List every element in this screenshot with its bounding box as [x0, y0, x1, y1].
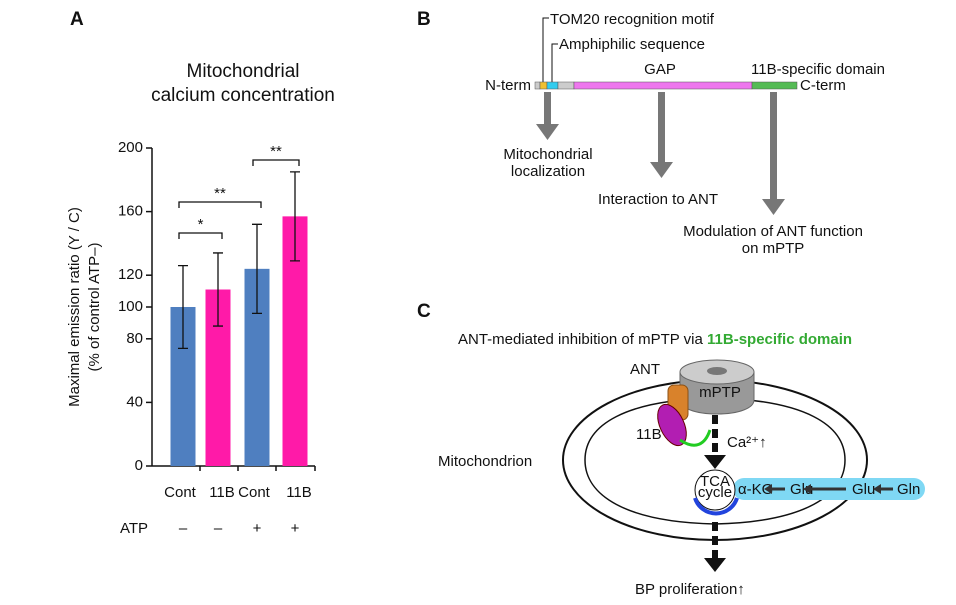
label: C-term	[800, 77, 846, 94]
label: TOM20 recognition motif	[550, 11, 715, 28]
domain	[679, 429, 712, 447]
arrowhead	[704, 558, 726, 572]
inner-membrane	[584, 397, 846, 525]
pointer	[542, 17, 558, 86]
label: GAP	[644, 61, 676, 78]
row-label: ATP	[120, 520, 148, 537]
title: ANT-mediated inhibition of mPTP via 11B-…	[458, 331, 852, 348]
error-bar	[252, 223, 262, 315]
error-bar	[290, 171, 300, 262]
label: BP proliferation↑	[635, 581, 745, 598]
x-tick-label: Cont	[164, 484, 197, 501]
row-value: +	[291, 520, 300, 537]
title-line: calcium concentration	[151, 85, 335, 106]
label: mPTP	[699, 384, 741, 401]
label: 11B-specific domain	[751, 61, 885, 78]
y-axis-label: Maximal emission ratio (Y / C) (% of cont…	[66, 207, 103, 407]
label: 11B	[636, 426, 662, 443]
segment	[557, 81, 575, 90]
panel-letter: C	[417, 301, 431, 322]
label: Mitochondrion	[438, 453, 532, 470]
tca	[694, 469, 736, 511]
y-tick-label: 0	[135, 457, 143, 474]
significance: **	[214, 185, 226, 202]
x-tick-label: Cont	[238, 484, 271, 501]
row-value: +	[253, 520, 262, 537]
label: Amphiphilic sequence	[559, 36, 705, 53]
label: Gln	[897, 481, 920, 498]
metabolites: α-KG Glu Glu Gln	[738, 481, 920, 498]
significance: *	[198, 216, 204, 233]
segment	[539, 81, 548, 90]
cycle-arrow	[693, 497, 739, 516]
row-value: –	[179, 520, 188, 537]
bracket	[178, 201, 262, 208]
chart-title: Mitochondrial calcium concentration	[151, 61, 335, 106]
y-tick-label: 160	[118, 203, 143, 220]
arrows	[536, 92, 785, 215]
label: α-KG	[738, 481, 773, 498]
label: Interaction to ANT	[598, 191, 718, 208]
y-tick-label: 40	[126, 393, 143, 410]
label: Ca²⁺↑	[727, 434, 767, 451]
error-bar	[213, 252, 223, 327]
label: N-term	[485, 77, 531, 94]
error-bar	[178, 265, 188, 349]
panel-letter: A	[70, 9, 84, 30]
panel-b: B TOM20 recognition motif Amphiphilic se…	[417, 9, 885, 257]
bracket	[178, 232, 223, 239]
segment	[751, 81, 798, 90]
label: TCA cycle	[698, 473, 732, 501]
label-line: Maximal emission ratio (Y / C)	[66, 207, 83, 407]
bracket	[252, 159, 300, 166]
title-line: Mitochondrial	[187, 61, 300, 82]
segment	[534, 81, 541, 90]
arrowhead	[704, 455, 726, 469]
y-tick-label: 200	[118, 139, 143, 156]
y-tick-label: 120	[118, 266, 143, 283]
protein-11b	[657, 403, 687, 447]
y-tick-label: 100	[118, 298, 143, 315]
panel-c: C ANT-mediated inhibition of mPTP via 11…	[417, 301, 925, 598]
pore	[707, 367, 727, 375]
label: Glu	[852, 481, 875, 498]
label: Mitochondrial localization	[503, 146, 592, 180]
x-tick-label: 11B	[209, 484, 235, 501]
label: Glu	[790, 481, 813, 498]
label: Modulation of ANT function on mPTP	[683, 223, 863, 257]
significance: **	[270, 143, 282, 160]
label: ANT	[630, 361, 660, 378]
x-tick-label: 11B	[286, 484, 312, 501]
row-value: –	[214, 520, 223, 537]
panel-letter: B	[417, 9, 431, 30]
segment	[546, 81, 559, 90]
segment	[573, 81, 753, 90]
label-line: (% of control ATP–)	[86, 243, 103, 372]
y-tick-label: 80	[126, 330, 143, 347]
